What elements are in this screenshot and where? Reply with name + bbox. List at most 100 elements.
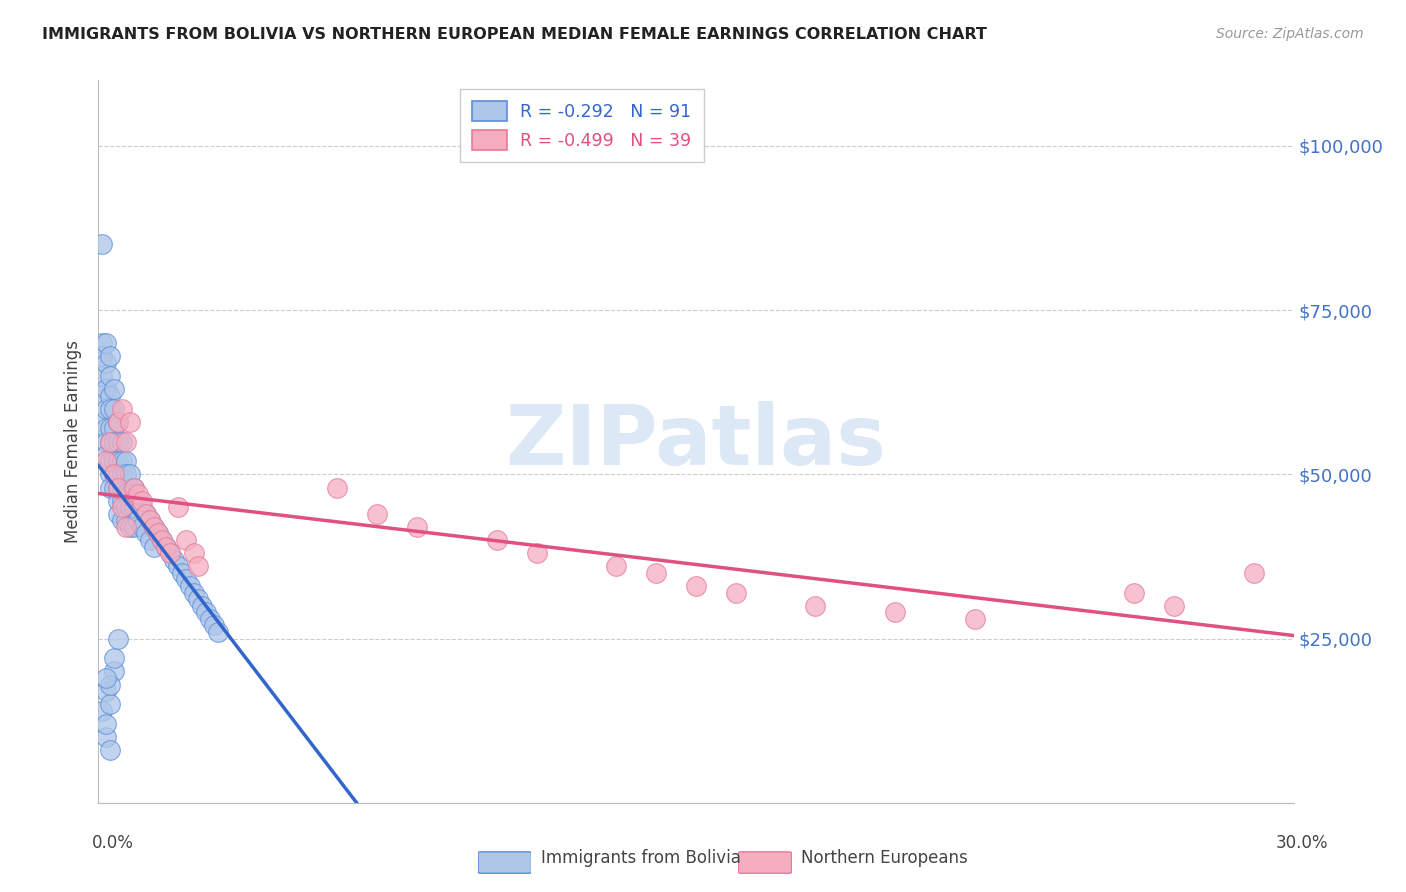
Point: [103, 467, 125, 482]
Point: [98, 467, 122, 482]
Point: [963, 612, 986, 626]
Point: [148, 526, 170, 541]
Point: [167, 559, 190, 574]
FancyBboxPatch shape: [738, 852, 792, 873]
Point: [103, 401, 125, 416]
Point: [207, 625, 229, 640]
Point: [724, 585, 747, 599]
Point: [98, 434, 122, 449]
Point: [120, 487, 142, 501]
Point: [187, 592, 209, 607]
Point: [174, 573, 197, 587]
Point: [135, 526, 157, 541]
Point: [195, 605, 218, 619]
Point: [96, 382, 118, 396]
Point: [96, 454, 118, 468]
Point: [139, 513, 162, 527]
Point: [526, 546, 548, 560]
Point: [111, 467, 134, 482]
Point: [191, 599, 214, 613]
Point: [107, 434, 129, 449]
Point: [120, 415, 142, 429]
Point: [183, 585, 205, 599]
Point: [98, 454, 122, 468]
Legend: R = -0.292   N = 91, R = -0.499   N = 39: R = -0.292 N = 91, R = -0.499 N = 39: [460, 89, 703, 162]
Point: [167, 500, 190, 515]
Point: [98, 388, 122, 402]
Point: [98, 481, 122, 495]
Point: [120, 467, 142, 482]
Point: [135, 507, 157, 521]
Point: [96, 448, 118, 462]
Point: [804, 599, 827, 613]
Point: [115, 467, 138, 482]
Point: [155, 540, 177, 554]
Point: [326, 481, 349, 495]
Point: [98, 677, 122, 691]
Text: Source: ZipAtlas.com: Source: ZipAtlas.com: [1216, 27, 1364, 41]
Point: [98, 434, 122, 449]
Point: [143, 540, 166, 554]
Point: [96, 421, 118, 435]
Point: [135, 507, 157, 521]
Point: [98, 421, 122, 435]
Point: [172, 566, 194, 580]
Point: [107, 481, 129, 495]
Point: [91, 704, 114, 718]
Point: [150, 533, 173, 547]
Point: [124, 481, 146, 495]
Point: [605, 559, 627, 574]
Text: ZIPatlas: ZIPatlas: [506, 401, 886, 482]
Point: [148, 526, 170, 541]
Point: [96, 356, 118, 370]
Point: [179, 579, 201, 593]
Point: [115, 520, 138, 534]
Point: [96, 336, 118, 351]
Point: [183, 546, 205, 560]
Point: [115, 454, 138, 468]
Point: [127, 513, 149, 527]
Point: [884, 605, 907, 619]
Point: [103, 421, 125, 435]
Point: [111, 513, 134, 527]
Point: [163, 553, 186, 567]
Point: [139, 533, 162, 547]
Point: [91, 237, 114, 252]
Point: [103, 434, 125, 449]
Point: [120, 500, 142, 515]
Point: [103, 665, 125, 679]
Point: [685, 579, 707, 593]
Point: [366, 507, 388, 521]
Point: [406, 520, 429, 534]
Point: [96, 671, 118, 685]
Point: [111, 493, 134, 508]
Point: [107, 493, 129, 508]
Point: [143, 520, 166, 534]
Point: [115, 434, 138, 449]
Point: [91, 368, 114, 383]
Point: [111, 434, 134, 449]
Point: [115, 513, 138, 527]
Point: [1123, 585, 1146, 599]
Point: [96, 684, 118, 698]
Point: [103, 454, 125, 468]
Point: [1163, 599, 1185, 613]
Point: [91, 415, 114, 429]
Point: [107, 481, 129, 495]
Point: [127, 487, 149, 501]
Point: [91, 349, 114, 363]
Point: [124, 500, 146, 515]
Point: [96, 434, 118, 449]
Point: [111, 481, 134, 495]
Point: [127, 493, 149, 508]
Point: [143, 520, 166, 534]
Point: [120, 520, 142, 534]
Point: [111, 500, 134, 515]
Point: [198, 612, 221, 626]
Text: Immigrants from Bolivia: Immigrants from Bolivia: [541, 849, 741, 867]
Point: [107, 415, 129, 429]
Point: [155, 540, 177, 554]
Point: [96, 401, 118, 416]
Point: [98, 349, 122, 363]
Point: [131, 520, 153, 534]
